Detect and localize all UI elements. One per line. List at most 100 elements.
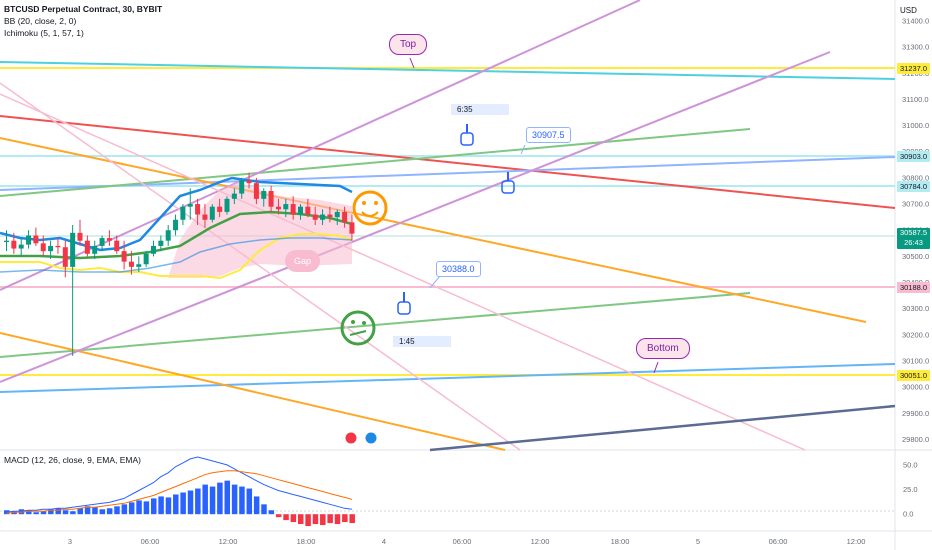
price-callout-30907[interactable]: 30907.5 xyxy=(526,127,571,143)
candle-body xyxy=(151,245,156,254)
macd-legend[interactable]: MACD (12, 26, close, 9, EMA, EMA) xyxy=(4,455,141,465)
trendline-cyan[interactable] xyxy=(0,61,896,80)
price-tick-label: 30800.0 xyxy=(902,173,929,182)
trendline-orange-lower[interactable] xyxy=(0,332,506,451)
face-eye-icon xyxy=(362,321,366,325)
callout-pointer xyxy=(429,275,441,289)
macd-histogram-bar xyxy=(11,511,17,515)
ichimoku-legend[interactable]: Ichimoku (5, 1, 57, 1) xyxy=(4,28,84,38)
candle-body xyxy=(253,183,259,199)
time-tick-label: 3 xyxy=(68,537,72,546)
time-tick-label: 12:00 xyxy=(847,537,866,546)
hand-pointer-icon[interactable] xyxy=(397,292,411,315)
price-callout-30388[interactable]: 30388.0 xyxy=(436,261,481,277)
candle-body xyxy=(4,240,9,243)
candle-body xyxy=(121,251,127,262)
trendline-blue[interactable] xyxy=(0,156,896,191)
price-tick-label: 31000.0 xyxy=(902,121,929,130)
macd-histogram-bar xyxy=(327,514,333,524)
candle-body xyxy=(283,204,289,210)
worried-face-icon[interactable] xyxy=(340,310,376,346)
candle-body xyxy=(99,238,105,246)
symbol-title[interactable]: BTCUSD Perpetual Contract, 30, BYBIT xyxy=(4,4,163,14)
trendline-red[interactable] xyxy=(0,115,896,209)
macd-histogram-bar xyxy=(173,494,179,515)
macd-pane[interactable] xyxy=(0,451,895,531)
macd-axis[interactable]: 50.0 25.0 0.0 xyxy=(903,460,918,518)
trendline-purple-channel-lower[interactable] xyxy=(0,51,831,383)
candle-body xyxy=(298,206,303,215)
time-range-box-145[interactable]: 1:45 xyxy=(393,336,451,347)
candle-body xyxy=(202,214,208,220)
macd-histogram-bar xyxy=(26,510,32,515)
time-tick-label: 4 xyxy=(382,537,386,546)
macd-histogram-bar xyxy=(84,506,91,515)
macd-histogram-bar xyxy=(202,484,208,515)
candle-body xyxy=(180,206,186,220)
bubble-pointer xyxy=(409,57,415,69)
gap-annotation[interactable]: Gap xyxy=(285,250,321,272)
trendline-pink-1[interactable] xyxy=(0,82,521,451)
macd-line xyxy=(6,456,352,513)
time-tick-label: 18:00 xyxy=(297,537,316,546)
candle-body xyxy=(158,240,164,246)
candle-body xyxy=(290,204,296,215)
time-axis[interactable]: 3 06:00 12:00 18:00 4 06:00 12:00 18:00 5 06:00 12… xyxy=(68,537,865,546)
macd-histogram-bar xyxy=(187,490,194,515)
bb-legend[interactable]: BB (20, close, 2, 0) xyxy=(4,16,77,26)
candle-body xyxy=(11,240,17,249)
macd-histogram-bar xyxy=(246,488,253,515)
hand-pointer-icon[interactable] xyxy=(501,172,515,194)
trendline-purple-channel-upper[interactable] xyxy=(0,0,641,291)
macd-histogram-bar xyxy=(48,509,54,515)
candle-body xyxy=(187,204,193,207)
candle-body xyxy=(231,193,237,199)
face-mouth-icon xyxy=(349,330,367,336)
macd-histogram-bar xyxy=(92,507,98,515)
candle-body xyxy=(70,232,76,267)
top-annotation[interactable]: Top xyxy=(389,34,428,55)
time-range-box-635[interactable]: 6:35 xyxy=(451,104,509,115)
trendline-pink-2[interactable] xyxy=(0,93,806,451)
candle-body xyxy=(33,235,39,244)
macd-tick-label: 50.0 xyxy=(903,460,918,469)
macd-histogram-bar xyxy=(253,496,260,515)
last-price-value: 30587.5 xyxy=(899,228,928,237)
macd-histogram-bar xyxy=(180,492,186,515)
macd-histogram-bar xyxy=(283,514,289,521)
macd-histogram-bar xyxy=(55,508,61,515)
smiley-face-icon[interactable] xyxy=(352,190,388,226)
trendline-orange-upper[interactable] xyxy=(0,137,867,323)
price-tag-31237: 31237.0 xyxy=(897,63,930,74)
trendline-navy[interactable] xyxy=(429,404,896,452)
macd-histogram-bar xyxy=(268,510,275,515)
bottom-annotation[interactable]: Bottom xyxy=(636,338,690,359)
us-flag-event-icon[interactable] xyxy=(365,432,377,444)
price-tick-label: 31400.0 xyxy=(902,16,929,25)
time-tick-label: 18:00 xyxy=(611,537,630,546)
lightning-event-icon[interactable] xyxy=(345,432,357,444)
time-tick-label: 5 xyxy=(696,537,700,546)
candle-body xyxy=(48,245,54,252)
macd-histogram-bar xyxy=(217,482,223,515)
macd-histogram-bar xyxy=(195,488,201,515)
candle-body xyxy=(26,235,32,245)
macd-histogram-bar xyxy=(334,514,341,525)
macd-histogram-bar xyxy=(224,480,230,515)
macd-histogram-bar xyxy=(40,511,47,515)
price-tick-label: 29900.0 xyxy=(902,409,929,418)
candle-body xyxy=(275,206,281,210)
macd-histogram-bar xyxy=(165,497,172,515)
macd-histogram-bar xyxy=(312,514,319,525)
hand-pointer-icon[interactable] xyxy=(460,124,474,146)
trendline-blue-lower[interactable] xyxy=(0,363,896,393)
macd-histogram-bar xyxy=(70,511,76,515)
time-tick-label: 06:00 xyxy=(453,537,472,546)
candle-body xyxy=(217,206,223,212)
macd-signal-line xyxy=(6,470,353,514)
macd-histogram-bar xyxy=(33,512,39,515)
macd-histogram-bar xyxy=(143,501,150,515)
face-eye-icon xyxy=(351,320,355,324)
trendline-green-upper[interactable] xyxy=(0,128,751,197)
